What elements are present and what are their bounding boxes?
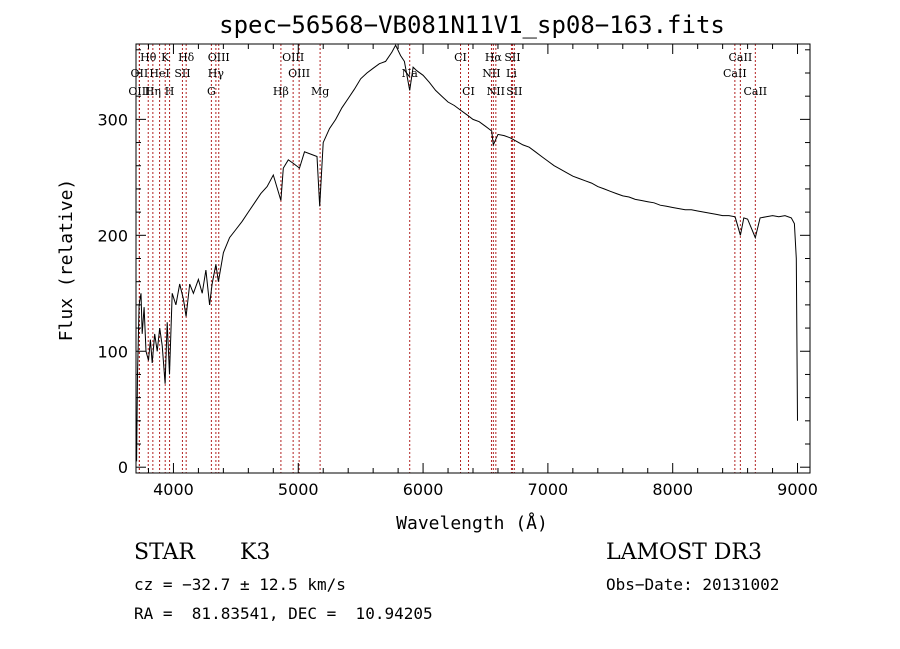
line-label-3: OIII (208, 51, 230, 64)
line-label-0: Hθ (140, 51, 157, 64)
x-tick-label-2: 6000 (403, 480, 444, 499)
line-label-27: CaII (743, 85, 767, 98)
plot-frame (135, 43, 811, 474)
line-label-20: H (165, 85, 175, 98)
line-label-14: Na (402, 67, 419, 80)
line-label-26: SII (506, 85, 522, 98)
redshift-cz: cz = −32.7 ± 12.5 km/s (134, 575, 346, 594)
x-axis-label: Wavelength (Å) (396, 512, 548, 534)
x-tick-label-4: 8000 (652, 480, 693, 499)
line-label-19: Hη (145, 85, 161, 98)
line-label-15: NII (482, 67, 500, 80)
x-tick-label-3: 7000 (528, 480, 569, 499)
chart-title: spec−56568−VB081N11V1_sp08−163.fits (219, 11, 725, 39)
line-label-12: Hγ (208, 67, 225, 80)
line-label-5: CI (454, 51, 467, 64)
line-label-6: Hα (485, 51, 503, 64)
line-label-18: OIII (128, 85, 150, 98)
x-tick-label-5: 9000 (777, 480, 818, 499)
line-label-2: Hδ (178, 51, 195, 64)
line-label-22: Hβ (273, 85, 289, 98)
y-axis-label: Flux (relative) (56, 179, 77, 342)
line-label-25: NII (487, 85, 505, 98)
line-label-16: Li (506, 67, 517, 80)
line-label-9: OII (131, 67, 149, 80)
obs-date: Obs−Date: 20131002 (606, 575, 780, 594)
survey-name: LAMOST DR3 (606, 540, 762, 565)
line-label-8: CaII (729, 51, 753, 64)
line-label-11: SII (174, 67, 190, 80)
line-label-23: Mg (311, 85, 329, 98)
line-label-21: G (207, 85, 216, 98)
y-tick-label-0: 0 (118, 458, 128, 477)
y-tick-label-1: 100 (97, 342, 128, 361)
line-label-17: CaII (723, 67, 747, 80)
line-label-1: K (161, 51, 170, 64)
spectrum-line (136, 44, 798, 462)
line-label-24: CI (462, 85, 475, 98)
x-tick-label-0: 4000 (153, 480, 194, 499)
object-class: STAR (134, 540, 195, 565)
line-markers (138, 44, 756, 473)
y-tick-label-2: 200 (97, 226, 128, 245)
line-label-7: SII (504, 51, 520, 64)
y-tick-label-3: 300 (97, 110, 128, 129)
subclass: K3 (240, 540, 271, 565)
axis-ticks: 4000 5000 6000 7000 8000 9000 0 100 200 300 (97, 44, 818, 499)
line-label-13: OIII (288, 67, 310, 80)
line-label-10: HeI (149, 67, 169, 80)
line-label-4: OIII (282, 51, 304, 64)
ra-dec: RA = 81.83541, DEC = 10.94205 (134, 604, 433, 623)
x-tick-label-1: 5000 (278, 480, 319, 499)
